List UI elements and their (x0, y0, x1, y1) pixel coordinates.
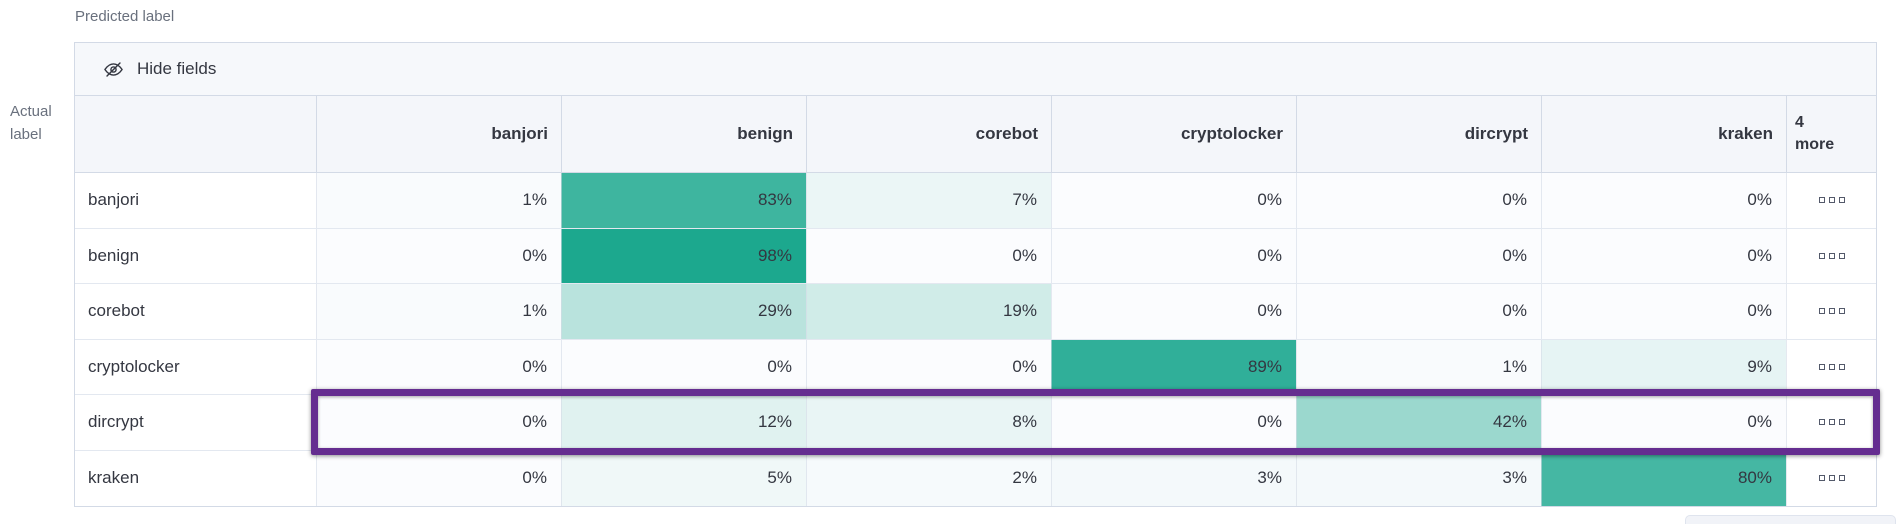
column-header-cryptolocker[interactable]: cryptolocker (1051, 96, 1296, 172)
matrix-cell-corebot-banjori[interactable]: 1% (316, 284, 561, 339)
matrix-cell-corebot-kraken[interactable]: 0% (1541, 284, 1786, 339)
matrix-cell-kraken-corebot[interactable]: 2% (806, 450, 1051, 506)
matrix-cell-benign-cryptolocker[interactable]: 0% (1051, 228, 1296, 283)
hide-fields-button[interactable]: Hide fields (103, 59, 216, 80)
matrix-cell-cryptolocker-banjori[interactable]: 0% (316, 339, 561, 394)
boxes-horizontal-icon (1838, 308, 1845, 315)
boxes-horizontal-icon (1838, 363, 1845, 370)
actual-label-line2: label (10, 126, 42, 143)
boxes-horizontal-icon (1818, 197, 1825, 204)
confusion-matrix-grid: Hide fields banjori benign corebot cryptolo… (74, 42, 1877, 507)
matrix-row-benign: benign 0% 98% 0% 0% 0% 0% (75, 228, 1876, 284)
matrix-cell-kraken-cryptolocker[interactable]: 3% (1051, 450, 1296, 506)
row-label-banjori[interactable]: banjori (75, 173, 316, 228)
bottom-right-control[interactable] (1685, 515, 1896, 524)
matrix-cell-dircrypt-kraken[interactable]: 0% (1541, 395, 1786, 450)
column-header-kraken[interactable]: kraken (1541, 96, 1786, 172)
matrix-row-banjori: banjori 1% 83% 7% 0% 0% 0% (75, 173, 1876, 229)
hide-fields-label: Hide fields (137, 59, 217, 78)
matrix-cell-benign-banjori[interactable]: 0% (316, 228, 561, 283)
more-columns-label: 4 more (1795, 114, 1835, 153)
boxes-horizontal-icon (1828, 475, 1835, 482)
predicted-label: Predicted label (75, 8, 175, 25)
matrix-rows: banjori 1% 83% 7% 0% 0% 0% benign 0% 98% 0% 0% 0% 0% c… (75, 173, 1876, 506)
matrix-cell-banjori-banjori[interactable]: 1% (316, 173, 561, 228)
row-label-corebot[interactable]: corebot (75, 284, 316, 339)
actual-label: Actual label (10, 100, 52, 146)
corner-header-cell (75, 96, 316, 172)
matrix-cell-banjori-cryptolocker[interactable]: 0% (1051, 173, 1296, 228)
column-header-corebot[interactable]: corebot (806, 96, 1051, 172)
boxes-horizontal-icon (1838, 475, 1845, 482)
matrix-row-kraken: kraken 0% 5% 2% 3% 3% 80% (75, 450, 1876, 506)
matrix-cell-benign-benign[interactable]: 98% (561, 228, 806, 283)
matrix-cell-cryptolocker-kraken[interactable]: 9% (1541, 339, 1786, 394)
row-actions-button-dircrypt[interactable] (1786, 395, 1876, 450)
matrix-cell-banjori-benign[interactable]: 83% (561, 173, 806, 228)
matrix-cell-kraken-banjori[interactable]: 0% (316, 450, 561, 506)
boxes-horizontal-icon (1828, 252, 1835, 259)
boxes-horizontal-icon (1838, 197, 1845, 204)
matrix-row-dircrypt: dircrypt 0% 12% 8% 0% 42% 0% (75, 395, 1876, 451)
matrix-cell-dircrypt-benign[interactable]: 12% (561, 395, 806, 450)
matrix-cell-banjori-kraken[interactable]: 0% (1541, 173, 1786, 228)
matrix-cell-dircrypt-cryptolocker[interactable]: 0% (1051, 395, 1296, 450)
boxes-horizontal-icon (1828, 308, 1835, 315)
boxes-horizontal-icon (1828, 197, 1835, 204)
boxes-horizontal-icon (1818, 475, 1825, 482)
column-header-benign[interactable]: benign (561, 96, 806, 172)
boxes-horizontal-icon (1818, 252, 1825, 259)
column-header-more[interactable]: 4 more (1786, 96, 1876, 172)
row-actions-button-corebot[interactable] (1786, 284, 1876, 339)
matrix-cell-kraken-dircrypt[interactable]: 3% (1296, 450, 1541, 506)
matrix-cell-cryptolocker-benign[interactable]: 0% (561, 339, 806, 394)
matrix-cell-corebot-benign[interactable]: 29% (561, 284, 806, 339)
matrix-cell-corebot-corebot[interactable]: 19% (806, 284, 1051, 339)
matrix-row-corebot: corebot 1% 29% 19% 0% 0% 0% (75, 284, 1876, 340)
matrix-cell-kraken-benign[interactable]: 5% (561, 450, 806, 506)
matrix-cell-dircrypt-banjori[interactable]: 0% (316, 395, 561, 450)
matrix-cell-kraken-kraken[interactable]: 80% (1541, 450, 1786, 506)
matrix-cell-corebot-dircrypt[interactable]: 0% (1296, 284, 1541, 339)
column-header-row: banjori benign corebot cryptolocker dircrypt… (75, 96, 1876, 173)
row-label-dircrypt[interactable]: dircrypt (75, 395, 316, 450)
boxes-horizontal-icon (1838, 252, 1845, 259)
row-label-benign[interactable]: benign (75, 228, 316, 283)
matrix-cell-benign-kraken[interactable]: 0% (1541, 228, 1786, 283)
boxes-horizontal-icon (1828, 419, 1835, 426)
column-header-banjori[interactable]: banjori (316, 96, 561, 172)
boxes-horizontal-icon (1818, 419, 1825, 426)
matrix-cell-benign-corebot[interactable]: 0% (806, 228, 1051, 283)
matrix-cell-banjori-dircrypt[interactable]: 0% (1296, 173, 1541, 228)
matrix-row-cryptolocker: cryptolocker 0% 0% 0% 89% 1% 9% (75, 339, 1876, 395)
matrix-cell-dircrypt-corebot[interactable]: 8% (806, 395, 1051, 450)
matrix-cell-benign-dircrypt[interactable]: 0% (1296, 228, 1541, 283)
matrix-cell-dircrypt-dircrypt[interactable]: 42% (1296, 395, 1541, 450)
matrix-cell-corebot-cryptolocker[interactable]: 0% (1051, 284, 1296, 339)
matrix-cell-banjori-corebot[interactable]: 7% (806, 173, 1051, 228)
matrix-cell-cryptolocker-dircrypt[interactable]: 1% (1296, 339, 1541, 394)
boxes-horizontal-icon (1838, 419, 1845, 426)
row-actions-button-banjori[interactable] (1786, 173, 1876, 228)
grid-toolbar: Hide fields (75, 43, 1876, 96)
boxes-horizontal-icon (1818, 363, 1825, 370)
column-header-dircrypt[interactable]: dircrypt (1296, 96, 1541, 172)
boxes-horizontal-icon (1818, 308, 1825, 315)
matrix-cell-cryptolocker-cryptolocker[interactable]: 89% (1051, 339, 1296, 394)
row-actions-button-benign[interactable] (1786, 228, 1876, 283)
row-actions-button-kraken[interactable] (1786, 450, 1876, 506)
row-actions-button-cryptolocker[interactable] (1786, 339, 1876, 394)
actual-label-line1: Actual (10, 103, 52, 120)
boxes-horizontal-icon (1828, 363, 1835, 370)
row-label-kraken[interactable]: kraken (75, 450, 316, 506)
matrix-cell-cryptolocker-corebot[interactable]: 0% (806, 339, 1051, 394)
row-label-cryptolocker[interactable]: cryptolocker (75, 339, 316, 394)
eye-closed-icon (103, 59, 124, 80)
